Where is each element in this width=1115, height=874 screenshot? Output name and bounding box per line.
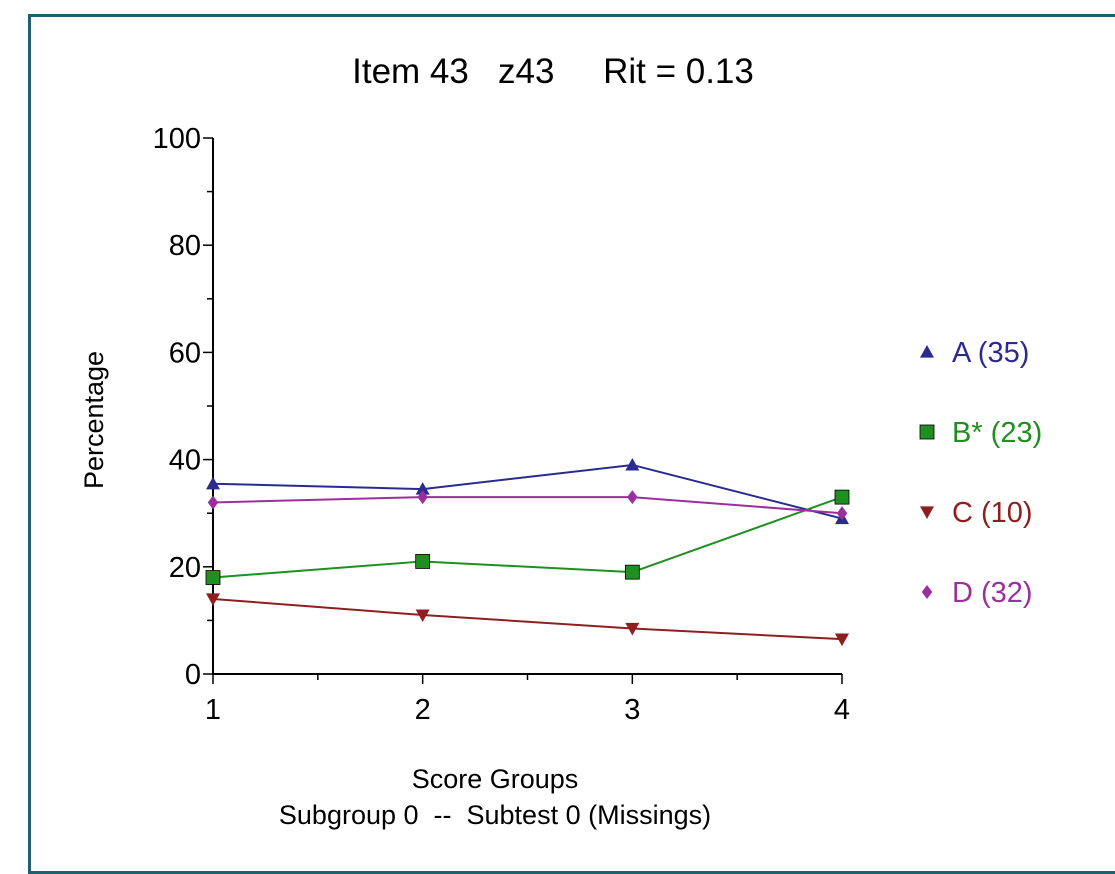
legend-marker-b <box>920 425 934 439</box>
y-tick-label: 20 <box>169 552 201 584</box>
x-tick-label: 3 <box>624 694 640 726</box>
series-line-d <box>213 497 842 513</box>
y-tick-label: 40 <box>169 445 201 477</box>
data-point-b <box>416 554 430 568</box>
data-point-b <box>206 571 220 585</box>
data-point-d <box>627 490 638 504</box>
y-tick-label: 80 <box>169 230 201 262</box>
chart-subtitle: Subgroup 0 -- Subtest 0 (Missings) <box>279 800 711 830</box>
series-line-b <box>213 497 842 577</box>
legend-label-b: B* (23) <box>952 417 1042 449</box>
legend-label-a: A (35) <box>952 337 1029 369</box>
y-tick-label: 100 <box>153 123 201 155</box>
data-point-a <box>625 458 639 471</box>
legend-marker-c <box>920 506 934 519</box>
y-tick-label: 0 <box>185 659 201 691</box>
x-axis-label: Score Groups <box>412 764 579 794</box>
x-tick-label: 2 <box>415 694 431 726</box>
data-point-b <box>835 490 849 504</box>
legend: A (35) B* (23) C (10) D (32) <box>920 337 1042 609</box>
x-tick-label: 4 <box>834 694 850 726</box>
series-line-c <box>213 599 842 639</box>
axes: 0 20 40 60 80 100 1 2 3 4 <box>153 123 850 726</box>
y-axis-label: Percentage <box>79 351 109 489</box>
legend-label-c: C (10) <box>952 497 1033 529</box>
chart-title: Item 43 z43 Rit = 0.13 <box>352 52 754 91</box>
series-layer <box>206 458 849 646</box>
series-line-a <box>213 465 842 519</box>
x-tick-label: 1 <box>205 694 221 726</box>
legend-marker-a <box>920 345 934 358</box>
legend-label-d: D (32) <box>952 577 1033 609</box>
data-point-b <box>625 565 639 579</box>
legend-marker-d <box>922 585 933 599</box>
data-point-d <box>208 495 219 509</box>
y-tick-label: 60 <box>169 337 201 369</box>
